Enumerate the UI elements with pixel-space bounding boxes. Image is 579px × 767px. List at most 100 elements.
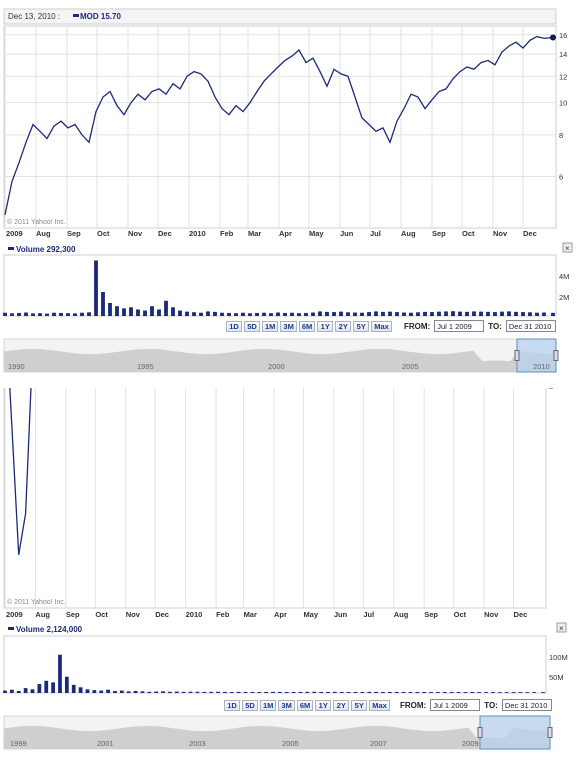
range-button-5y[interactable]: 5Y [353, 320, 370, 332]
volume-bar [213, 311, 217, 316]
navigator-year-label: 2010 [533, 362, 550, 371]
x-tick-label: Jun [340, 229, 354, 238]
volume-bar [360, 691, 365, 693]
range-button-2y[interactable]: 2Y [333, 699, 350, 711]
range-button-1d[interactable]: 1D [224, 699, 240, 711]
volume-bar [255, 312, 259, 316]
navigator-year-label: 2000 [268, 362, 285, 371]
volume-bar [401, 692, 406, 693]
range-button-3m[interactable]: 3M [280, 320, 297, 332]
range-button-max[interactable]: Max [369, 699, 390, 711]
volume-bar [236, 691, 241, 693]
volume-bar [150, 306, 154, 316]
volume-bar [326, 692, 330, 693]
volume-bar [71, 684, 76, 693]
x-tick-label: Aug [36, 229, 51, 238]
navigator-year-label: 2003 [189, 739, 206, 748]
volume-bar [80, 312, 84, 316]
volume-bar [304, 312, 308, 316]
range-button-6m[interactable]: 6M [296, 699, 314, 711]
range-button-3m[interactable]: 3M [278, 699, 295, 711]
volume-bar [3, 312, 7, 316]
from-date-input[interactable] [430, 699, 481, 711]
range-button-max[interactable]: Max [371, 320, 392, 332]
from-date-input[interactable] [434, 320, 485, 332]
y-tick-label: 14 [559, 50, 567, 59]
volume-bar [291, 691, 296, 693]
volume-bar [174, 691, 179, 693]
y-tick-label: 2 [549, 388, 553, 391]
volume-bar [532, 692, 537, 693]
navigator-year-label: 2005 [402, 362, 419, 371]
range-button-1y[interactable]: 1Y [315, 699, 332, 711]
volume-bar [44, 680, 49, 693]
volume-bar [470, 692, 475, 693]
to-date-input[interactable] [501, 699, 552, 711]
volume-bar [367, 312, 371, 316]
range-button-5d[interactable]: 5D [244, 320, 260, 332]
volume-bar [250, 691, 255, 693]
volume-bar [140, 691, 145, 693]
volume-bar [199, 312, 203, 316]
volume-bar [92, 690, 97, 693]
volume-bar [312, 691, 317, 693]
volume-bar [3, 690, 7, 693]
volume-bar [143, 310, 147, 316]
range-button-1y[interactable]: 1Y [317, 320, 334, 332]
x-tick-label: Feb [216, 610, 230, 619]
navigator-area [4, 725, 550, 749]
x-tick-label: Nov [128, 229, 143, 238]
volume-bar [113, 690, 117, 693]
volume-bar [171, 307, 175, 316]
x-tick-label: Oct [97, 229, 110, 238]
volume-bar [486, 311, 490, 316]
range-button-5d[interactable]: 5D [242, 699, 258, 711]
volume-bar [216, 691, 220, 693]
volume-bar [220, 312, 224, 316]
volume-bar [154, 691, 159, 693]
volume-bar [484, 692, 488, 693]
volume-bar [17, 312, 21, 316]
volume-bar [129, 307, 133, 316]
copyright-text: © 2011 Yahoo! Inc. [7, 218, 66, 226]
volume-bar [542, 312, 546, 316]
volume-bar [229, 692, 234, 693]
volume-bar [115, 306, 119, 316]
x-tick-label: Oct [462, 229, 475, 238]
volume-bar [38, 313, 42, 316]
range-button-1d[interactable]: 1D [226, 320, 242, 332]
volume-bar [37, 684, 42, 693]
volume-bar [126, 691, 131, 693]
range-button-5y[interactable]: 5Y [351, 699, 368, 711]
from-label: FROM: [404, 321, 431, 331]
navigator-year-label: 1999 [10, 739, 27, 748]
volume-bar [283, 312, 287, 316]
x-tick-label: Oct [454, 610, 467, 619]
range-button-2y[interactable]: 2Y [335, 320, 352, 332]
volume-bar [449, 692, 454, 693]
volume-bar [353, 691, 358, 693]
volume-bar [195, 691, 200, 693]
close-icon [562, 242, 573, 253]
x-tick-label: Apr [274, 610, 287, 619]
volume-bar [463, 692, 468, 693]
x-tick-label: Dec [523, 229, 537, 238]
volume-bar [408, 692, 413, 693]
volume-bar [416, 312, 420, 316]
to-date-input[interactable] [505, 320, 556, 332]
volume-bar [94, 260, 98, 316]
x-tick-label: Feb [220, 229, 234, 238]
volume-bar [429, 692, 433, 693]
range-button-bar: 1D 5D 1M 3M 6M 1Y 2Y 5Y Max [226, 320, 392, 332]
volume-bar [73, 313, 77, 316]
volume-bar [339, 691, 344, 693]
volume-bar [284, 692, 289, 693]
range-button-1m[interactable]: 1M [260, 699, 277, 711]
volume-bar [423, 311, 427, 316]
volume-bar [472, 311, 476, 316]
volume-bar [241, 312, 245, 316]
range-button-1m[interactable]: 1M [262, 320, 279, 332]
x-tick-label: 2010 [186, 610, 203, 619]
volume-bar [66, 313, 70, 316]
range-button-6m[interactable]: 6M [298, 320, 316, 332]
